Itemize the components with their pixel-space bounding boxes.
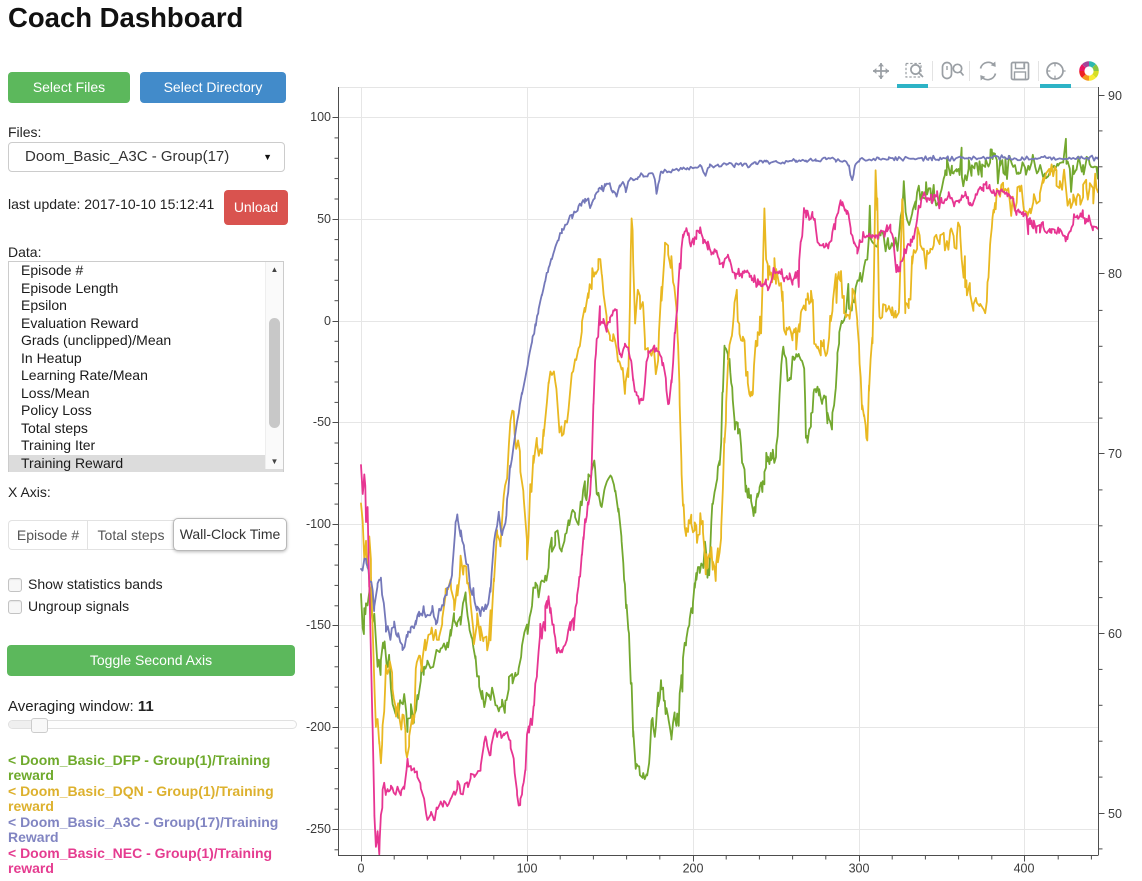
svg-text:70: 70 <box>1108 447 1122 461</box>
svg-text:50: 50 <box>1108 807 1122 821</box>
svg-text:50: 50 <box>317 212 331 226</box>
svg-text:100: 100 <box>310 110 331 124</box>
svg-text:60: 60 <box>1108 627 1122 641</box>
svg-text:400: 400 <box>1014 862 1035 876</box>
svg-text:80: 80 <box>1108 267 1122 281</box>
svg-text:-200: -200 <box>306 720 331 734</box>
svg-text:300: 300 <box>849 862 870 876</box>
svg-text:-50: -50 <box>313 415 331 429</box>
svg-text:0: 0 <box>324 314 331 328</box>
svg-text:0: 0 <box>358 862 365 876</box>
svg-text:-100: -100 <box>306 517 331 531</box>
svg-text:200: 200 <box>683 862 704 876</box>
svg-text:100: 100 <box>517 862 538 876</box>
svg-text:-150: -150 <box>306 618 331 632</box>
svg-text:90: 90 <box>1108 89 1122 103</box>
svg-text:-250: -250 <box>306 822 331 836</box>
